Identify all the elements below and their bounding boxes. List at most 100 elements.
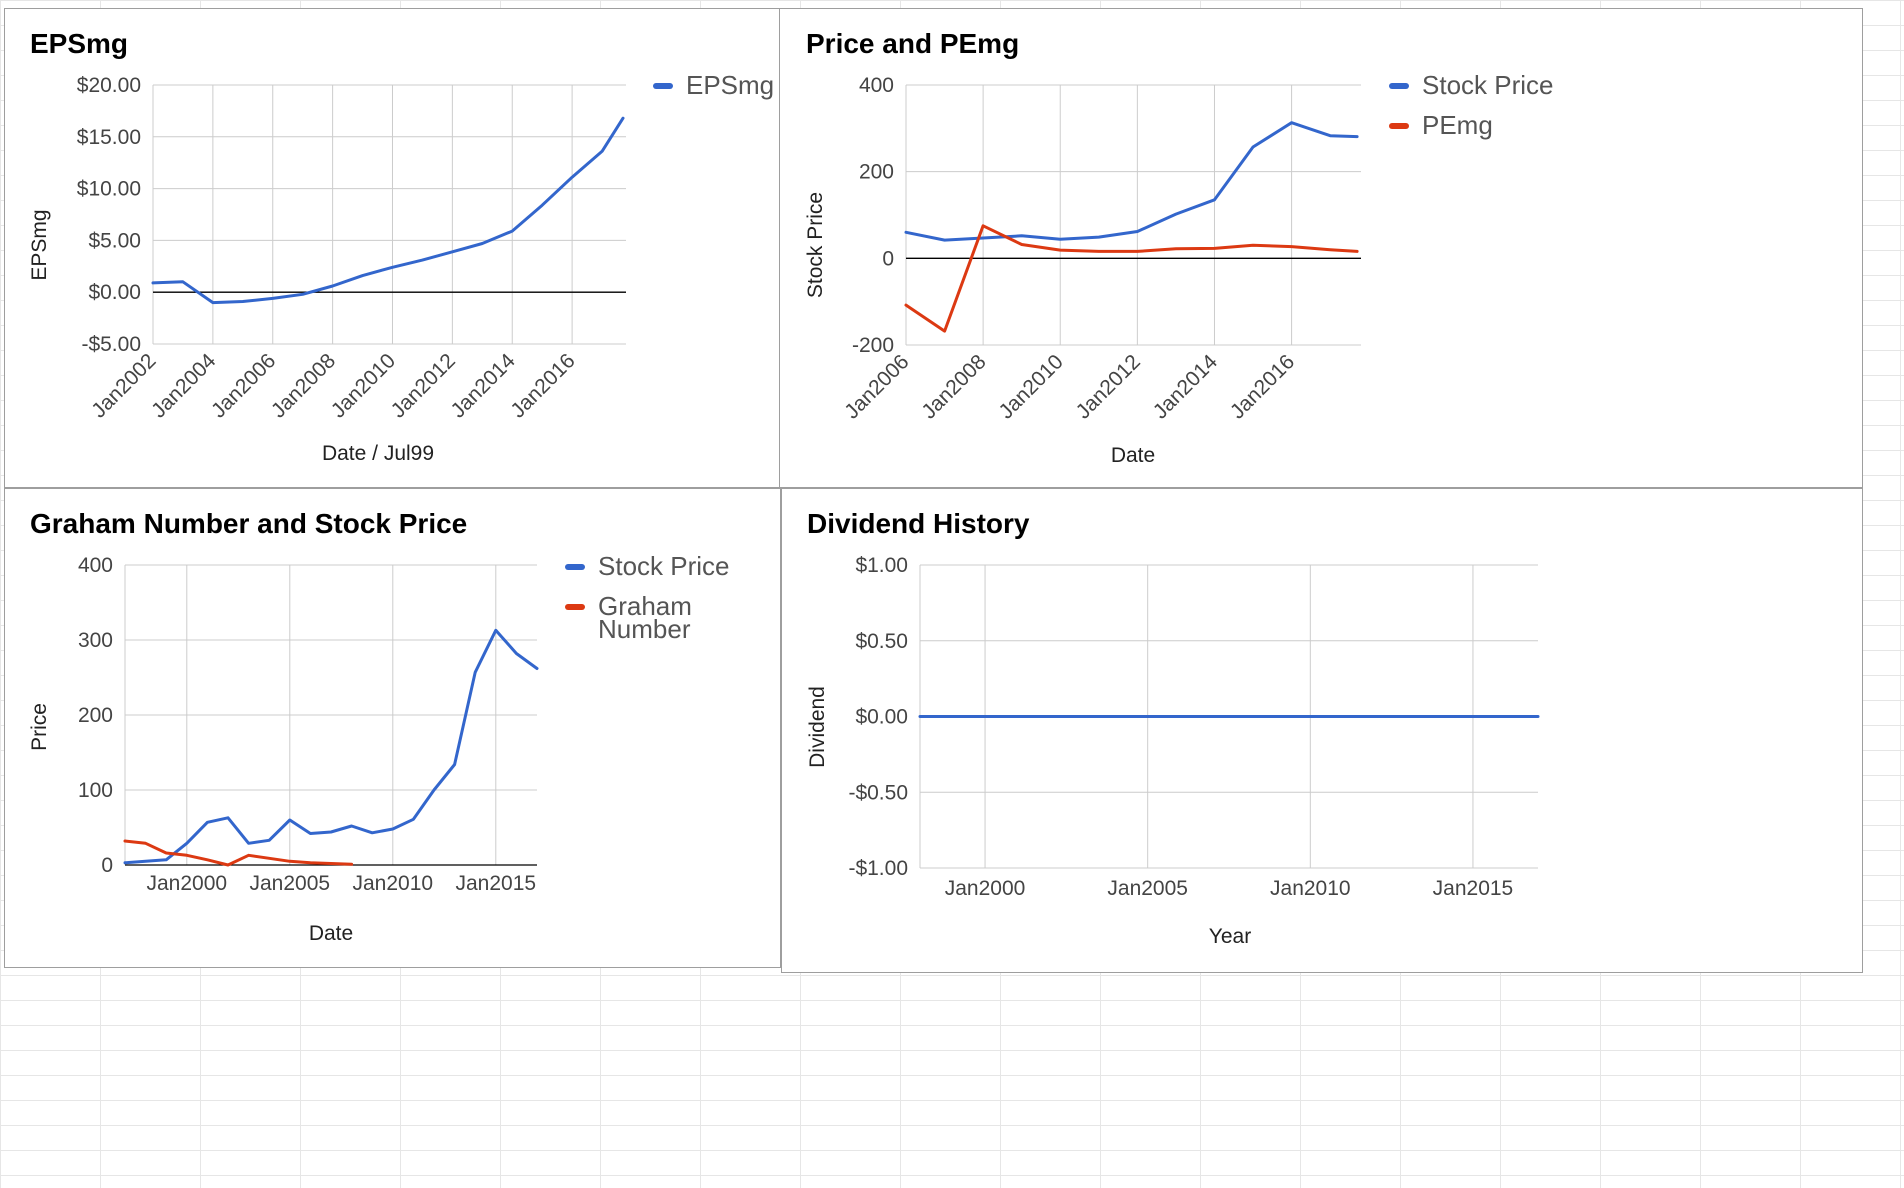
legend-label-line-2: Number: [598, 614, 691, 644]
data-point: [494, 628, 498, 632]
legend-entry-stock-price[interactable]: Stock Price: [565, 551, 730, 581]
legend-entry-epsmg[interactable]: EPSmg: [653, 70, 774, 100]
data-point: [1174, 247, 1178, 251]
y-axis-label: Stock Price: [804, 192, 827, 298]
chart-title: Dividend History: [807, 508, 1030, 539]
data-point: [185, 841, 189, 845]
data-point: [1020, 234, 1024, 238]
data-point: [164, 858, 168, 862]
chart-title: Price and PEmg: [806, 28, 1019, 59]
epsmg-plot-area: $20.00$15.00$10.00$5.00$0.00-$5.00Jan200…: [77, 74, 626, 423]
y-tick-label: 100: [78, 779, 113, 802]
y-tick-label: $0.00: [855, 706, 908, 729]
y-tick-label: 0: [101, 854, 113, 877]
data-point: [1355, 135, 1359, 139]
x-tick-label: Jan2000: [945, 877, 1026, 900]
x-axis-label: Date: [1111, 444, 1155, 467]
legend-label: Stock Price: [1422, 70, 1554, 100]
graham-number-chart-panel: Graham Number and Stock Price Price Date…: [4, 488, 781, 968]
x-tick-label: Jan2010: [995, 350, 1068, 423]
x-tick-label: Jan2015: [1433, 877, 1514, 900]
x-tick-label: Jan2005: [250, 872, 331, 895]
data-point: [1536, 715, 1540, 719]
y-tick-label: $10.00: [77, 178, 141, 201]
data-point: [329, 862, 333, 866]
y-tick-label: 400: [859, 74, 894, 97]
y-axis-label: Price: [28, 703, 51, 751]
x-tick-label: Jan2008: [267, 349, 340, 422]
y-tick-label: 400: [78, 554, 113, 577]
y-tick-label: -$5.00: [81, 333, 141, 356]
data-point: [1212, 198, 1216, 202]
dividend-history-chart-panel: Dividend History Dividend Year $1.00 $0.5…: [781, 488, 1863, 973]
legend-entry-graham-number[interactable]: Graham Number: [565, 591, 692, 644]
data-point: [151, 281, 155, 285]
data-point: [514, 652, 518, 656]
y-tick-label: 300: [78, 629, 113, 652]
legend-swatch: [653, 83, 673, 89]
data-point: [480, 242, 484, 246]
legend-label: PEmg: [1422, 110, 1493, 140]
y-axis-label: Dividend: [806, 686, 829, 768]
x-tick-label: Jan2008: [917, 350, 990, 423]
data-point: [432, 788, 436, 792]
legend-label: Graham Number: [598, 591, 692, 644]
data-point: [1020, 242, 1024, 246]
data-point: [1135, 229, 1139, 233]
data-point: [241, 300, 245, 304]
y-tick-label: 200: [78, 704, 113, 727]
y-tick-label: $1.00: [855, 554, 908, 577]
data-point: [943, 238, 947, 242]
data-point: [943, 329, 947, 333]
data-point: [331, 284, 335, 288]
legend-entry-stock-price[interactable]: Stock Price: [1389, 70, 1554, 100]
y-tick-label: 0: [882, 247, 894, 270]
x-tick-label: Jan2005: [1107, 877, 1188, 900]
data-point: [308, 832, 312, 836]
data-point: [1290, 121, 1294, 125]
x-tick-label: Jan2014: [1149, 350, 1222, 423]
legend-entry-pemg[interactable]: PEmg: [1389, 110, 1493, 140]
legend-swatch: [1389, 83, 1409, 89]
y-tick-label: $15.00: [77, 126, 141, 149]
data-point: [1290, 245, 1294, 249]
x-tick-label: Jan2016: [1226, 350, 1299, 423]
legend-label: EPSmg: [686, 70, 774, 100]
chart-title: EPSmg: [30, 28, 128, 59]
legend-label-line-1: Graham: [598, 591, 692, 621]
data-point: [185, 853, 189, 857]
data-point: [288, 818, 292, 822]
data-point: [361, 274, 365, 278]
data-point: [1328, 248, 1332, 252]
series-line: [904, 224, 1359, 333]
data-point: [123, 839, 127, 843]
chart-title: Graham Number and Stock Price: [30, 508, 467, 539]
price-pemg-chart: Price and PEmg Stock Price Date 400 200 0 -…: [804, 28, 1554, 467]
x-tick-label: Jan2002: [87, 349, 160, 422]
data-point: [308, 861, 312, 865]
data-point: [1212, 246, 1216, 250]
data-point: [267, 838, 271, 842]
x-axis-label: Year: [1209, 925, 1251, 948]
graham-number-plot-area: 400 300 200 100 0 Jan2000 Jan2005 Jan2010 Jan201…: [78, 554, 539, 895]
x-tick-label: Jan2012: [1072, 350, 1145, 423]
y-axis-label: EPSmg: [28, 209, 51, 280]
y-tick-label: $20.00: [77, 74, 141, 97]
data-point: [981, 224, 985, 228]
data-point: [181, 280, 185, 284]
data-point: [1135, 249, 1139, 253]
data-point: [164, 851, 168, 855]
x-tick-label: Jan2012: [387, 349, 460, 422]
x-tick-label: Jan2004: [147, 349, 220, 422]
x-tick-label: Jan2015: [456, 872, 537, 895]
x-tick-label: Jan2010: [327, 349, 400, 422]
data-point: [1251, 145, 1255, 149]
data-point: [420, 258, 424, 262]
data-point: [453, 763, 457, 767]
data-point: [329, 830, 333, 834]
y-tick-label: 200: [859, 161, 894, 184]
data-point: [535, 667, 539, 671]
data-point: [1328, 134, 1332, 138]
data-point: [1058, 248, 1062, 252]
y-tick-label: -$0.50: [848, 781, 908, 804]
